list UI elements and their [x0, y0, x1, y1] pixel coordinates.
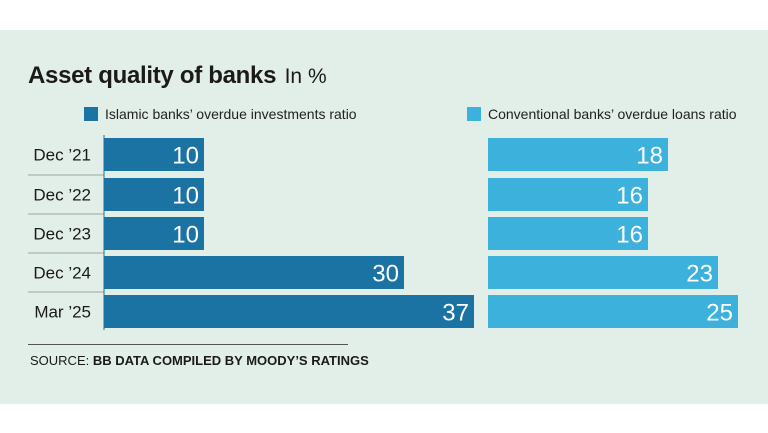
source-note: SOURCE: BB DATA COMPILED BY MOODY’S RATI…: [30, 353, 369, 368]
category-label: Mar ’25: [34, 303, 91, 322]
source-divider: [28, 344, 348, 345]
bar-islamic: [104, 256, 404, 289]
bar-conventional: [488, 178, 648, 211]
bar-islamic-value: 30: [372, 261, 399, 288]
bar-conventional-value: 16: [616, 222, 643, 249]
source-label: SOURCE:: [30, 353, 90, 368]
bar-islamic-value: 10: [172, 183, 199, 210]
bar-islamic: [104, 217, 204, 250]
legend-conventional: Conventional banks’ overdue loans ratio: [467, 106, 737, 122]
bar-conventional-value: 18: [636, 143, 663, 170]
bar-islamic-value: 10: [172, 222, 199, 249]
bar-islamic: [104, 295, 474, 328]
legend-islamic-label: Islamic banks’ overdue investments ratio: [105, 106, 357, 122]
bar-conventional: [488, 256, 718, 289]
bar-conventional: [488, 138, 668, 171]
bar-conventional-value: 23: [686, 261, 713, 288]
category-label: Dec ’24: [33, 264, 91, 283]
bar-conventional-value: 25: [706, 300, 733, 327]
legend-islamic: Islamic banks’ overdue investments ratio: [84, 106, 357, 122]
bar-islamic: [104, 178, 204, 211]
chart-title: Asset quality of banks: [28, 62, 277, 89]
bar-conventional-value: 16: [616, 183, 643, 210]
legend-islamic-swatch: [84, 107, 98, 121]
bar-conventional: [488, 295, 738, 328]
category-label: Dec ’21: [33, 146, 91, 165]
bar-islamic-value: 10: [172, 143, 199, 170]
category-label: Dec ’23: [33, 225, 91, 244]
chart-title-row: Asset quality of banks In %: [28, 62, 327, 90]
category-label: Dec ’22: [33, 186, 91, 205]
legend-conventional-label: Conventional banks’ overdue loans ratio: [488, 106, 737, 122]
legend-conventional-swatch: [467, 107, 481, 121]
bar-conventional: [488, 217, 648, 250]
chart-title-unit: In %: [284, 65, 327, 88]
bar-islamic-value: 37: [442, 300, 469, 327]
source-text: BB DATA COMPILED BY MOODY’S RATINGS: [92, 353, 369, 368]
bar-islamic: [104, 138, 204, 171]
